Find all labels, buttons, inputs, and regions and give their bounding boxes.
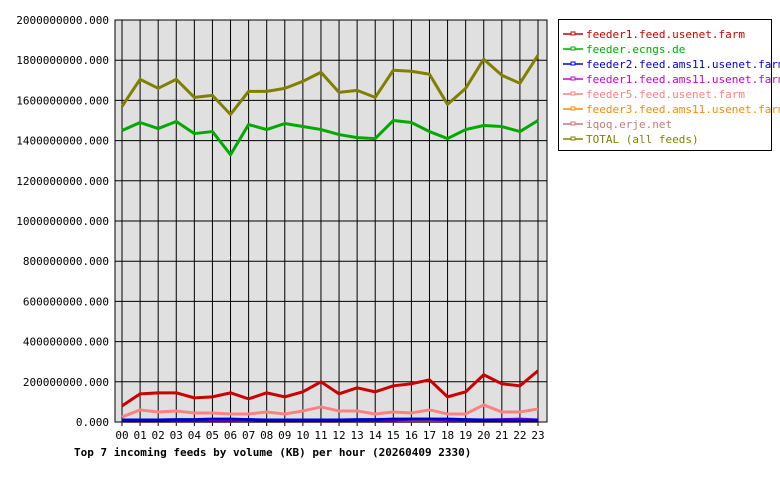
x-tick-label: 17 xyxy=(423,429,436,442)
chart-title: Top 7 incoming feeds by volume (KB) per … xyxy=(74,446,471,459)
x-tick-labels: 00 01 02 03 04 05 06 07 08 09 10 11 12 13 14 15 16 17 18 19… xyxy=(115,429,544,442)
x-tick-label: 12 xyxy=(332,429,345,442)
y-tick-label: 800000000.000 xyxy=(23,255,109,268)
x-tick-label: 09 xyxy=(278,429,291,442)
legend-marker-icon xyxy=(571,137,575,140)
x-tick-label: 13 xyxy=(351,429,364,442)
y-tick-labels: 0.000 200000000.000 400000000.000 600000000… xyxy=(16,14,109,429)
legend-entry: feeder3.feed.ams11.usenet.farm xyxy=(586,103,780,116)
y-tick-label: 400000000.000 xyxy=(23,336,109,349)
x-tick-label: 08 xyxy=(260,429,273,442)
legend-marker-icon xyxy=(571,47,575,50)
legend-marker-icon xyxy=(571,107,575,110)
legend-entry: feeder1.feed.usenet.farm xyxy=(586,28,745,41)
legend-marker-icon xyxy=(571,122,575,125)
x-tick-label: 07 xyxy=(242,429,255,442)
x-tick-label: 05 xyxy=(206,429,219,442)
legend-entry: iqoq.erje.net xyxy=(586,118,672,131)
x-tick-label: 21 xyxy=(495,429,508,442)
x-tick-label: 11 xyxy=(314,429,327,442)
legend-marker-icon xyxy=(571,92,575,95)
y-tick-label: 1000000000.000 xyxy=(16,215,109,228)
y-tick-label: 1200000000.000 xyxy=(16,175,109,188)
y-tick-label: 1600000000.000 xyxy=(16,94,109,107)
legend-marker-icon xyxy=(571,62,575,65)
x-tick-label: 01 xyxy=(133,429,146,442)
legend-entry: TOTAL (all feeds) xyxy=(586,133,699,146)
y-tick-label: 1400000000.000 xyxy=(16,135,109,148)
legend-entry: feeder5.feed.usenet.farm xyxy=(586,88,745,101)
y-tick-label: 1800000000.000 xyxy=(16,54,109,67)
x-tick-label: 18 xyxy=(441,429,454,442)
x-tick-label: 00 xyxy=(115,429,128,442)
x-tick-label: 22 xyxy=(513,429,526,442)
y-tick-label: 200000000.000 xyxy=(23,376,109,389)
x-tick-label: 03 xyxy=(170,429,183,442)
x-tick-label: 02 xyxy=(152,429,165,442)
x-tick-label: 16 xyxy=(405,429,418,442)
legend-marker-icon xyxy=(571,77,575,80)
y-tick-label: 0.000 xyxy=(76,416,109,429)
legend: feeder1.feed.usenet.farm feeder.ecngs.de f… xyxy=(559,20,780,151)
x-tick-label: 10 xyxy=(296,429,309,442)
x-tick-label: 06 xyxy=(224,429,237,442)
x-tick-label: 23 xyxy=(531,429,544,442)
series-line xyxy=(122,419,538,420)
legend-entry: feeder.ecngs.de xyxy=(586,43,685,56)
legend-marker-icon xyxy=(571,32,575,35)
x-tick-label: 15 xyxy=(387,429,400,442)
legend-entry: feeder1.feed.ams11.usenet.farm xyxy=(586,73,780,86)
y-tick-label: 600000000.000 xyxy=(23,295,109,308)
x-tick-label: 14 xyxy=(369,429,383,442)
y-tick-label: 2000000000.000 xyxy=(16,14,109,27)
legend-entry: feeder2.feed.ams11.usenet.farm xyxy=(586,58,780,71)
x-tick-label: 04 xyxy=(188,429,202,442)
x-tick-label: 20 xyxy=(477,429,490,442)
x-tick-label: 19 xyxy=(459,429,472,442)
